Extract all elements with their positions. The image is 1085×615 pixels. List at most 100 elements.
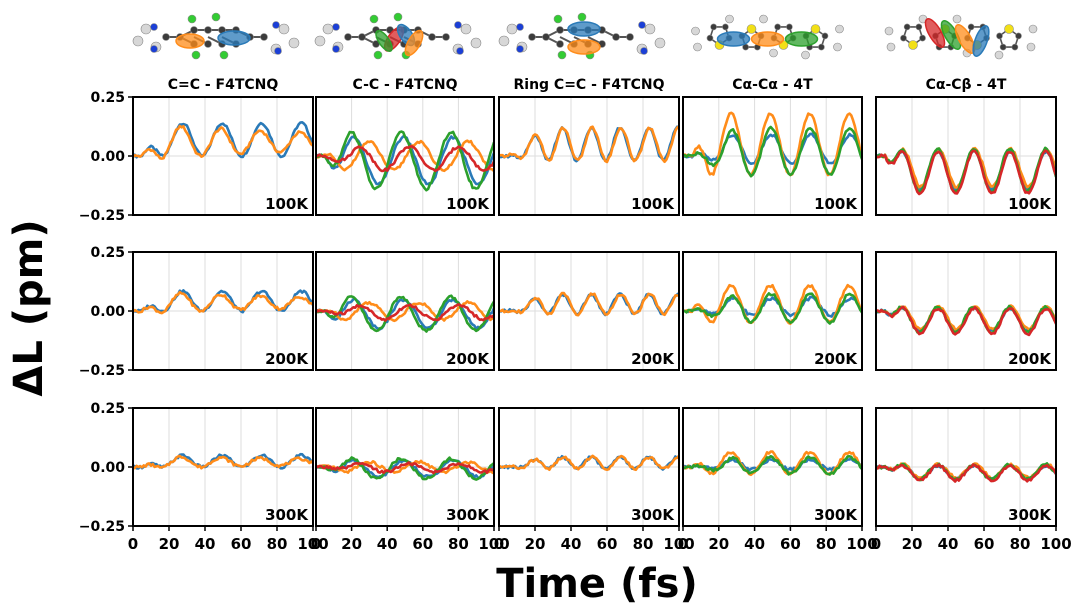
y-tick-label: −0.25: [79, 363, 125, 379]
y-tick-label: 0.00: [90, 149, 125, 165]
carbon-atom: [903, 23, 911, 31]
fluorine-atom: [393, 12, 403, 22]
hydrogen-atom: [644, 23, 656, 35]
panel-0-4: 100K: [875, 96, 1057, 216]
bond-highlight-ellipse: [567, 21, 601, 37]
x-tick-label: 100: [663, 535, 694, 553]
hydrogen-atom: [141, 24, 151, 34]
carbon-atom: [204, 26, 212, 34]
hydrogen-atom: [133, 36, 143, 46]
series-line-orange: [499, 291, 679, 317]
series-line-blue: [683, 295, 862, 318]
carbon-atom: [1011, 43, 1019, 51]
carbon-atom: [191, 27, 198, 34]
temperature-label: 100K: [446, 195, 490, 213]
fluorine-atom: [188, 15, 196, 23]
panel-frame: [315, 96, 495, 216]
x-tick-label: 0: [128, 535, 138, 553]
y-tick-label: 0.00: [90, 460, 125, 476]
fluorine-atom: [219, 50, 229, 60]
carbon-atom: [190, 26, 198, 34]
hydrogen-atom: [769, 48, 778, 58]
series-line-orange: [316, 300, 494, 323]
temperature-label: 300K: [446, 506, 490, 524]
fluorine-atom: [553, 14, 563, 24]
x-tick-label: 0: [311, 535, 321, 553]
panel-2-0: 300K: [132, 407, 314, 527]
panel-1-1: 200K: [315, 251, 495, 371]
fluorine-atom: [192, 51, 200, 59]
temperature-label: 200K: [631, 350, 675, 368]
hydrogen-atom: [498, 35, 510, 47]
x-tick-label: 80: [1010, 535, 1031, 553]
bond-highlight-ellipse: [924, 18, 946, 48]
series-line-orange: [133, 290, 313, 315]
x-tick-label: 40: [744, 535, 765, 553]
fluorine-atom: [191, 50, 201, 60]
series-line-red: [876, 463, 1056, 483]
panel-0-2: 100K: [498, 96, 680, 216]
series-line-green: [683, 292, 862, 325]
series-line-orange: [316, 139, 494, 173]
nitrogen-atom: [151, 24, 158, 31]
carbon-atom: [162, 33, 170, 41]
nitrogen-atom: [454, 21, 462, 29]
hydrogen-atom: [952, 14, 962, 24]
panel-2-1: 300K: [315, 407, 495, 527]
panel-title-3: Cα-Cα - 4T: [732, 77, 813, 93]
series-line-green: [316, 294, 494, 333]
x-tick-label: 0: [494, 535, 504, 553]
hydrogen-atom: [1028, 24, 1038, 34]
panel-2-4: 300K: [875, 407, 1057, 527]
nitrogen-atom: [274, 47, 282, 55]
carbon-atom: [722, 23, 729, 31]
panel-title-1: C-C - F4TCNQ: [353, 77, 458, 93]
series-line-blue: [133, 289, 313, 314]
series-line-blue: [683, 132, 862, 165]
x-tick-label: 20: [708, 535, 729, 553]
panel-frame: [875, 96, 1057, 216]
bond-highlight-ellipse: [404, 29, 424, 57]
x-tick-label: 80: [448, 535, 469, 553]
hydrogen-atom: [289, 38, 299, 48]
carbon-atom: [999, 43, 1007, 51]
temperature-label: 100K: [1008, 195, 1052, 213]
carbon-atom: [177, 34, 184, 41]
temperature-label: 200K: [265, 350, 309, 368]
carbon-atom: [247, 34, 254, 41]
nitrogen-atom: [273, 22, 280, 29]
hydrogen-atom: [691, 26, 700, 36]
nitrogen-atom: [151, 46, 158, 53]
carbon-atom: [344, 33, 352, 41]
nitrogen-atom: [516, 45, 524, 53]
temperature-label: 200K: [814, 350, 858, 368]
hydrogen-atom: [288, 37, 300, 49]
molecule-0: [132, 12, 300, 60]
carbon-atom: [205, 27, 212, 34]
series-line-orange: [316, 459, 494, 475]
hydrogen-atom: [1026, 42, 1036, 52]
y-tick-label: 0.25: [90, 90, 125, 106]
panel-grid: 100K 200K 300K 100K 200K 300K 100K 200K 300K 100K…: [132, 96, 1057, 527]
fluorine-atom: [577, 12, 587, 22]
temperature-label: 200K: [1008, 350, 1052, 368]
panel-frame: [875, 251, 1057, 371]
panel-frame: [498, 407, 680, 527]
y-tick-label: −0.25: [79, 519, 125, 535]
series-line-green: [683, 454, 862, 476]
fluorine-atom: [211, 12, 221, 22]
series-line-red: [876, 149, 1056, 196]
temperature-label: 300K: [1008, 506, 1052, 524]
x-axis-label: Time (fs): [496, 561, 698, 607]
x-tick-label: 40: [561, 535, 582, 553]
hydrogen-atom: [801, 50, 810, 60]
hydrogen-atom: [759, 14, 768, 24]
series-line-blue: [133, 121, 313, 159]
carbon-atom: [919, 34, 926, 42]
panel-frame: [875, 407, 1057, 527]
series-line-blue: [683, 457, 862, 472]
bond-highlight-ellipse: [567, 39, 601, 55]
carbon-atom: [191, 41, 198, 48]
panel-frame: [682, 251, 863, 371]
